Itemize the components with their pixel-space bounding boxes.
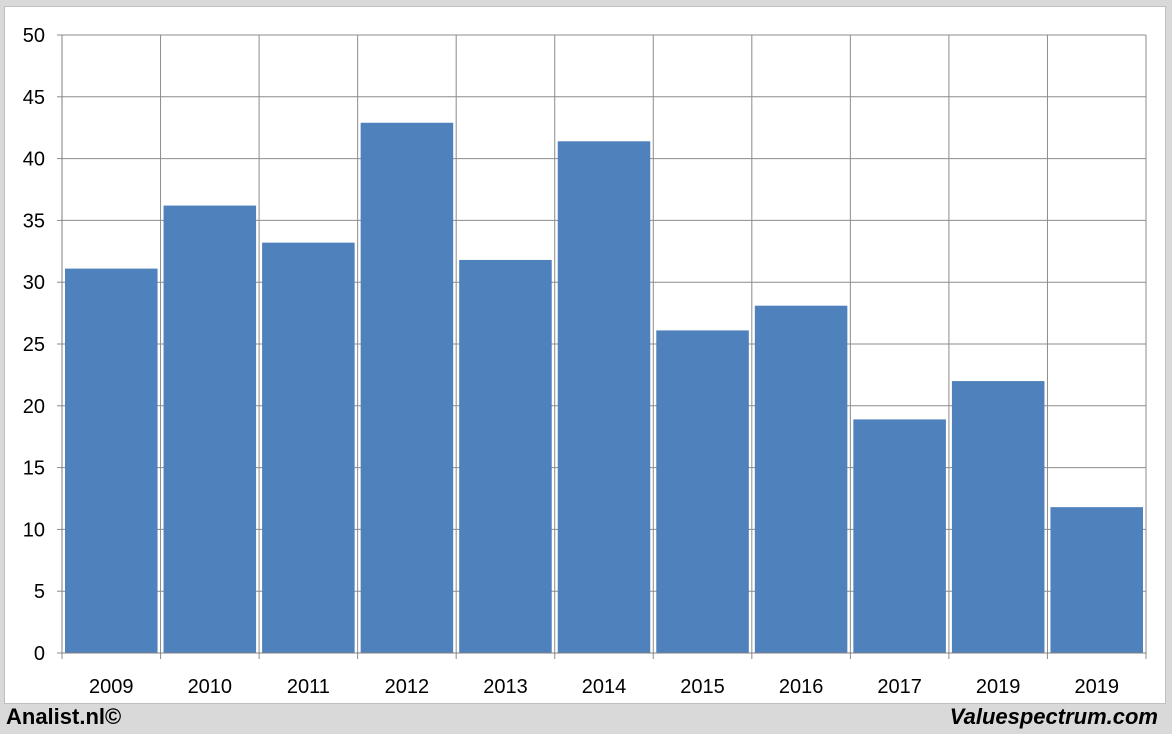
x-tick-label: 2015 (680, 676, 725, 698)
y-tick-label: 30 (23, 272, 45, 294)
bar-2017 (853, 419, 946, 653)
footer-source-label: Analist.nl© (6, 704, 122, 729)
y-tick-label: 0 (34, 643, 45, 665)
y-tick-label: 5 (34, 581, 45, 603)
bar-2019 (951, 381, 1045, 653)
footer-brand-label: Valuespectrum.com (949, 704, 1158, 729)
x-tick-label: 2009 (89, 676, 134, 698)
bar-2016 (754, 305, 848, 653)
x-tick-label: 2012 (385, 676, 430, 698)
y-tick-label: 50 (23, 25, 45, 47)
x-tick-label: 2019 (1074, 676, 1119, 698)
bar-2009 (65, 268, 158, 653)
x-tick-label: 2019 (976, 676, 1021, 698)
x-tick-label: 2010 (188, 676, 233, 698)
x-tick-label: 2013 (483, 676, 528, 698)
y-tick-label: 45 (23, 87, 45, 109)
chart-panel: 0 5 10 15 20 25 30 35 40 45 50 2009 2010 2011 2012 2013… (4, 6, 1166, 704)
bar-2019 (1050, 507, 1143, 653)
x-tick-label: 2017 (877, 676, 922, 698)
x-tick-label: 2016 (779, 676, 824, 698)
bar-2012 (360, 122, 454, 654)
bar-2013 (459, 259, 552, 653)
y-tick-label: 15 (23, 458, 45, 480)
bar-2015 (656, 330, 749, 653)
bar-2010 (163, 205, 257, 653)
bar-2011 (262, 242, 355, 653)
x-tick-label: 2011 (287, 676, 330, 698)
y-tick-label: 40 (23, 149, 45, 171)
bar-2014 (557, 141, 651, 653)
x-tick-label: 2014 (582, 676, 627, 698)
y-tick-label: 10 (23, 519, 45, 541)
bar-chart: 0 5 10 15 20 25 30 35 40 45 50 2009 2010 2011 2012 2013… (23, 25, 1147, 698)
y-tick-label: 20 (23, 396, 45, 418)
y-tick-label: 35 (23, 210, 45, 232)
y-tick-label: 25 (23, 334, 45, 356)
